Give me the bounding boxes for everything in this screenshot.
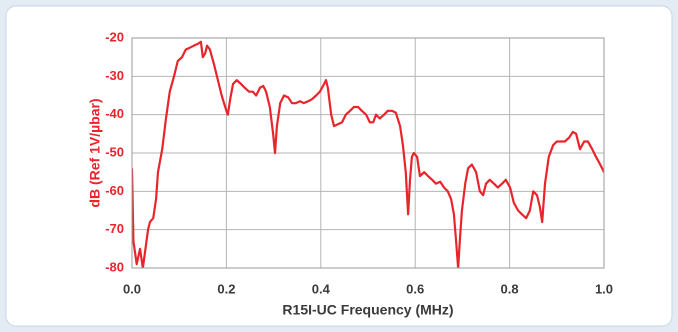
x-tick-label: 0.6: [406, 281, 424, 296]
y-tick-label: -50: [105, 144, 124, 159]
data-line: [132, 40, 604, 268]
y-tick-label: -30: [105, 68, 124, 83]
x-axis-label: R15I-UC Frequency (MHz): [282, 302, 453, 318]
x-tick-label: 1.0: [595, 281, 613, 296]
y-tick-label: -20: [105, 29, 124, 44]
y-axis-label: dB (Ref 1V/µbar): [87, 98, 103, 207]
x-tick-label: 0.8: [501, 281, 519, 296]
y-tick-label: -60: [105, 183, 124, 198]
x-tick-label: 0.2: [217, 281, 235, 296]
y-tick-label: -70: [105, 221, 124, 236]
x-tick-label: 0.0: [123, 281, 141, 296]
y-tick-label: -40: [105, 106, 124, 121]
plot-border: [131, 37, 605, 269]
x-tick-label: 0.4: [312, 281, 331, 296]
y-tick-label: -80: [105, 259, 124, 274]
